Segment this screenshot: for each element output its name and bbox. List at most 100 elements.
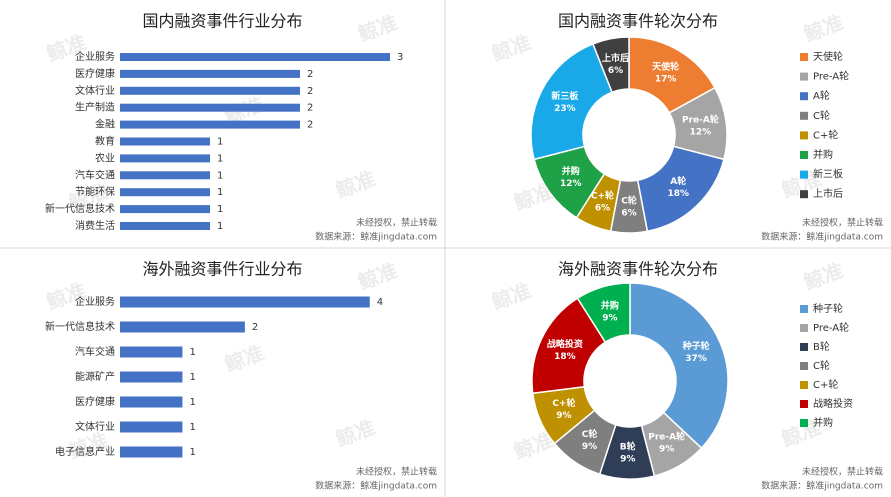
source-note: 数据来源：鲸准jingdata.com: [761, 480, 883, 492]
donut-slice: [576, 282, 631, 344]
bar: [120, 53, 390, 61]
legend-swatch: [800, 131, 808, 140]
category-label: 汽车交通: [75, 345, 115, 358]
slice-value: 37%: [685, 354, 707, 364]
legend-label: 新三板: [813, 168, 843, 181]
category-label: 企业服务: [75, 50, 115, 63]
data-label: 2: [307, 69, 313, 80]
category-label: 文体行业: [75, 420, 115, 433]
data-label: 1: [189, 397, 195, 408]
category-label: 汽车交通: [75, 168, 115, 181]
slice-category: 天使轮: [652, 61, 679, 73]
legend-swatch: [800, 343, 808, 351]
data-label: 1: [217, 170, 223, 181]
legend-label: C轮: [813, 359, 830, 372]
donut-slice: [530, 42, 614, 161]
slice-category: Pre-A轮: [682, 113, 719, 125]
category-label: 新一代信息技术: [45, 202, 115, 215]
slice-category: 并购: [562, 165, 580, 177]
bar: [120, 69, 300, 78]
legend-swatch: [800, 190, 808, 199]
data-label: 2: [307, 103, 313, 114]
slice-category: Pre-A轮: [648, 430, 685, 442]
source-note: 未经授权，禁止转载: [356, 217, 437, 229]
legend-swatch: [800, 400, 808, 408]
bar: [120, 371, 183, 383]
category-label: 能源矿产: [75, 370, 115, 383]
bar: [120, 205, 210, 214]
legend-swatch: [800, 72, 808, 81]
category-label: 生产制造: [75, 101, 115, 114]
slice-value: 23%: [554, 104, 576, 114]
legend-swatch: [800, 324, 808, 332]
chart-title: 海外融资事件轮次分布: [558, 260, 718, 279]
bar: [120, 222, 210, 230]
source-note: 数据来源：鲸准jingdata.com: [315, 231, 437, 243]
slice-category: C轮: [582, 428, 598, 440]
bar: [120, 446, 183, 458]
chart-title: 海外融资事件行业分布: [142, 260, 302, 279]
legend-swatch: [800, 170, 808, 179]
legend-label: 种子轮: [813, 302, 843, 315]
slice-value: 6%: [608, 66, 623, 76]
slice-category: 战略投资: [547, 338, 583, 350]
legend-label: Pre-A轮: [813, 70, 849, 83]
bar: [120, 421, 183, 433]
data-label: 2: [307, 120, 313, 131]
slice-value: 9%: [582, 442, 597, 452]
source-note: 未经授权，禁止转载: [802, 217, 883, 229]
bar: [120, 137, 210, 146]
legend-label: C+轮: [813, 128, 838, 141]
data-label: 1: [189, 372, 195, 383]
source-note: 数据来源：鲸准jingdata.com: [761, 231, 883, 243]
data-label: 1: [217, 137, 223, 148]
slice-category: B轮: [620, 440, 636, 452]
legend-label: 天使轮: [813, 50, 843, 63]
bar: [120, 346, 183, 358]
slice-category: 种子轮: [682, 340, 710, 352]
bar: [120, 120, 300, 129]
legend-label: A轮: [813, 89, 830, 102]
slice-value: 12%: [560, 179, 582, 189]
bar: [120, 188, 210, 197]
category-label: 消费生活: [75, 219, 115, 232]
slice-value: 18%: [554, 352, 576, 362]
source-note: 未经授权，禁止转载: [802, 466, 883, 478]
slice-category: 并购: [601, 299, 619, 311]
legend-swatch: [800, 419, 808, 427]
bar: [120, 103, 300, 112]
legend-swatch: [800, 305, 808, 313]
source-note: 未经授权，禁止转载: [356, 466, 437, 478]
slice-value: 9%: [602, 313, 617, 323]
bar: [120, 396, 183, 408]
legend-swatch: [800, 381, 808, 389]
slice-value: 6%: [595, 203, 610, 213]
category-label: 电子信息产业: [55, 445, 115, 458]
slice-value: 12%: [690, 127, 712, 137]
legend-label: B轮: [813, 340, 830, 353]
data-label: 2: [252, 322, 258, 333]
legend-swatch: [800, 362, 808, 370]
chart-title: 国内融资事件轮次分布: [558, 12, 718, 31]
category-label: 医疗健康: [75, 67, 115, 80]
category-label: 文体行业: [75, 84, 115, 97]
data-label: 1: [217, 221, 223, 232]
data-label: 1: [189, 347, 195, 358]
source-note: 数据来源：鲸准jingdata.com: [315, 480, 437, 492]
category-label: 金融: [95, 118, 115, 131]
category-label: 新一代信息技术: [45, 320, 115, 333]
legend-label: 上市后: [813, 187, 843, 200]
legend-label: Pre-A轮: [813, 321, 849, 334]
slice-category: 新三板: [551, 90, 579, 102]
slice-category: A轮: [670, 175, 686, 187]
data-label: 2: [307, 86, 313, 97]
slice-value: 9%: [620, 454, 635, 464]
slice-category: C轮: [621, 195, 637, 207]
data-label: 4: [377, 297, 383, 308]
slice-category: C+轮: [591, 189, 614, 201]
legend-swatch: [800, 92, 808, 101]
legend-swatch: [800, 111, 808, 120]
bar: [120, 171, 210, 180]
chart-title: 国内融资事件行业分布: [142, 12, 302, 31]
